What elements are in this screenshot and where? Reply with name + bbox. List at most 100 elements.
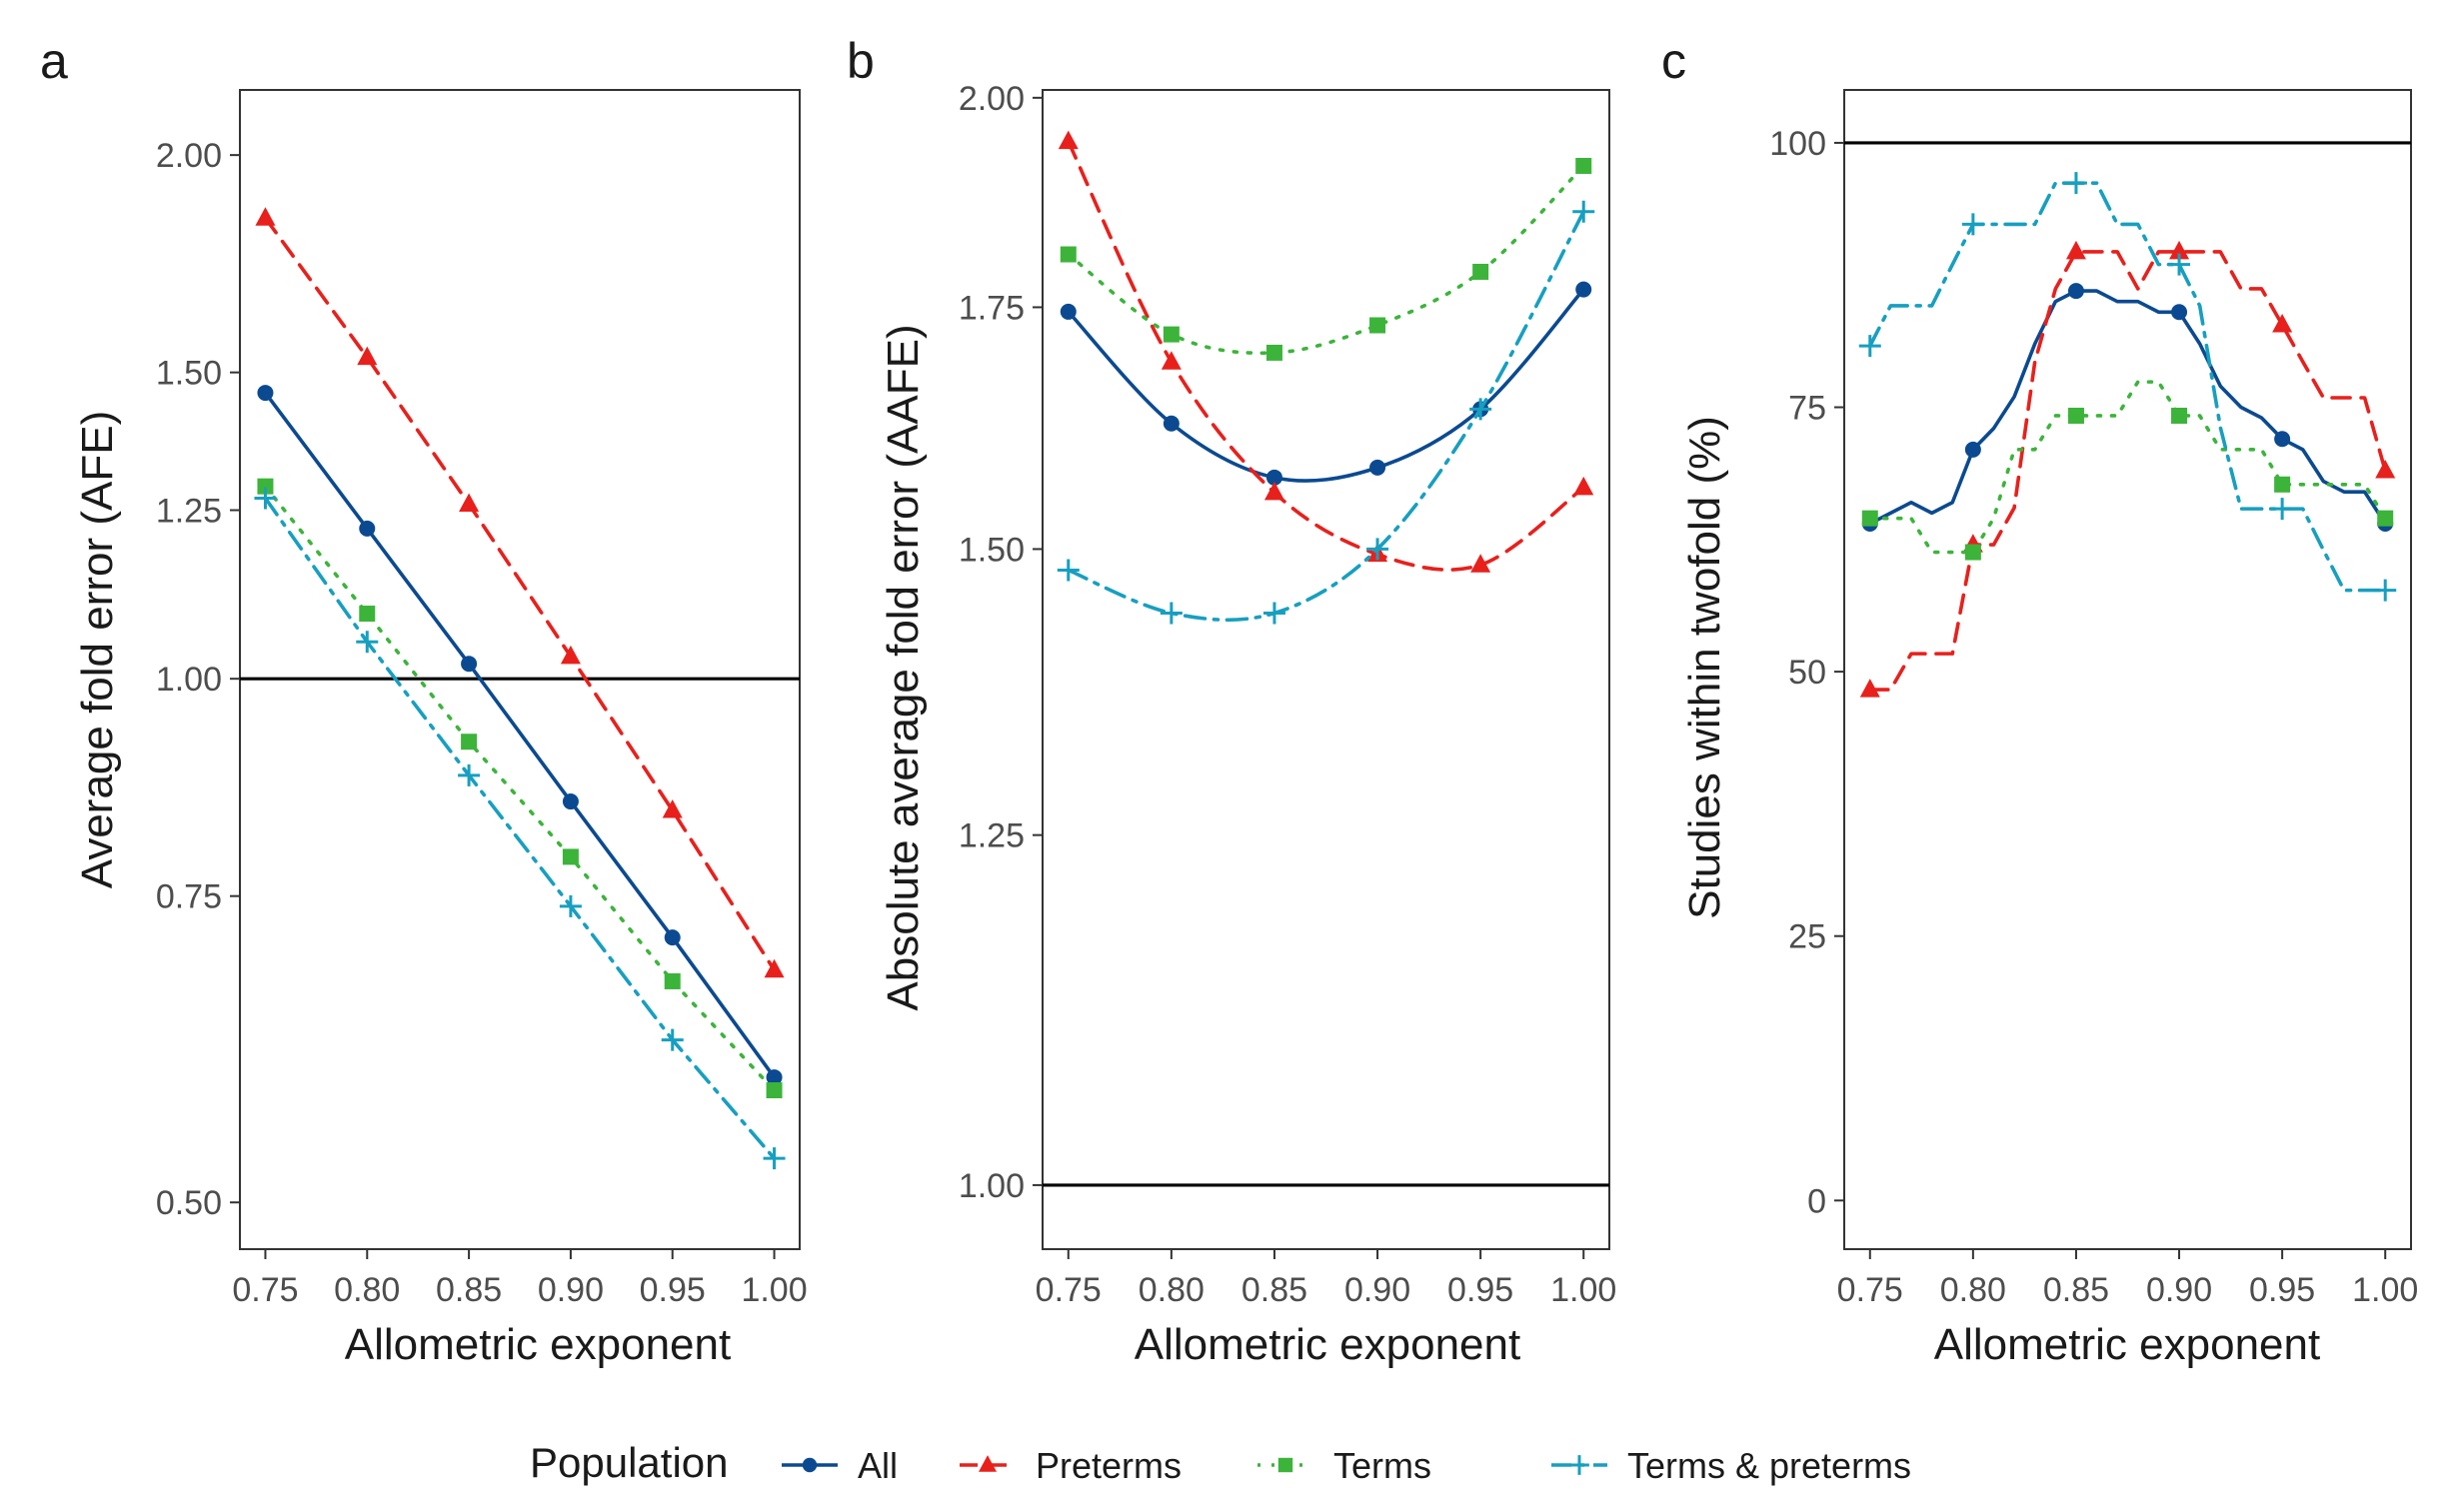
x-axis-title-c: Allometric exponent bbox=[1934, 1320, 2320, 1369]
point-terms-c bbox=[1964, 544, 1981, 561]
y-tick-label-a: 1.00 bbox=[156, 661, 222, 699]
series-line-terms-b bbox=[1066, 164, 1586, 356]
y-tick-label-c: 50 bbox=[1788, 654, 1826, 692]
point-terms-b bbox=[1060, 246, 1077, 263]
y-tick-label-c: 0 bbox=[1807, 1182, 1826, 1220]
point-terms-a bbox=[359, 606, 376, 623]
x-axis-title-a: Allometric exponent bbox=[345, 1320, 731, 1369]
legend-label-terms-and-preterms: Terms & preterms bbox=[1627, 1445, 1911, 1486]
panel-tag-b: b bbox=[847, 33, 875, 89]
x-tick-label-b: 0.90 bbox=[1344, 1271, 1410, 1309]
x-tick-label-c: 0.95 bbox=[2249, 1271, 2315, 1309]
x-tick-label-b: 0.75 bbox=[1036, 1271, 1102, 1309]
x-axis-title-b: Allometric exponent bbox=[1135, 1320, 1520, 1369]
point-all-b bbox=[1575, 281, 1592, 298]
point-terms-and-preterms-b bbox=[1572, 200, 1595, 223]
x-tick-label-c: 0.75 bbox=[1837, 1271, 1903, 1309]
point-terms-c bbox=[2274, 476, 2291, 493]
y-tick-label-c: 75 bbox=[1788, 390, 1826, 428]
point-preterms-a bbox=[662, 799, 683, 818]
legend-key-marker-preterms bbox=[979, 1455, 997, 1472]
x-tick-label-a: 0.90 bbox=[538, 1271, 604, 1309]
plot-area-b: 1.00 1.25 1.50 1.75 2.00 0.75 0.80 0.85 0.90 0.95… bbox=[959, 80, 1617, 1309]
panel-frame-c bbox=[1843, 89, 2412, 1250]
legend-items: All Preterms Terms Terms & preterms bbox=[782, 1445, 1911, 1486]
point-preterms-c bbox=[2065, 240, 2086, 260]
point-all-c bbox=[1964, 441, 1981, 458]
series-line-all-a bbox=[263, 391, 777, 1079]
y-tick-label-b: 1.00 bbox=[959, 1167, 1025, 1205]
panel-frame-a bbox=[239, 89, 801, 1250]
point-all-a bbox=[766, 1069, 783, 1086]
point-terms-and-preterms-b bbox=[1469, 398, 1492, 421]
point-terms-and-preterms-a bbox=[661, 1028, 684, 1051]
point-terms-a bbox=[562, 848, 579, 865]
point-all-b bbox=[1369, 459, 1386, 476]
point-terms-and-preterms-a bbox=[559, 894, 582, 917]
series-line-preterms-c bbox=[1867, 250, 2388, 692]
point-terms-and-preterms-a bbox=[254, 487, 277, 510]
legend-title: Population bbox=[530, 1439, 729, 1486]
y-axis-title-b: Absolute average fold error (AAFE) bbox=[879, 324, 928, 1010]
point-terms-b bbox=[1369, 317, 1386, 334]
point-terms-a bbox=[461, 734, 478, 751]
point-terms-c bbox=[2171, 407, 2188, 424]
point-all-c bbox=[2274, 431, 2291, 448]
point-preterms-b bbox=[1263, 481, 1284, 501]
point-terms-a bbox=[766, 1082, 783, 1099]
series-line-terms-c bbox=[1867, 380, 2388, 555]
point-terms-and-preterms-c bbox=[1858, 335, 1881, 358]
series-line-all-b bbox=[1066, 287, 1586, 483]
y-tick-label-c: 25 bbox=[1788, 918, 1826, 956]
point-terms-and-preterms-c bbox=[2271, 498, 2294, 521]
panel-tag-c: c bbox=[1661, 33, 1686, 89]
point-terms-and-preterms-b bbox=[1160, 602, 1183, 625]
point-terms-a bbox=[257, 478, 274, 495]
point-all-a bbox=[461, 656, 478, 673]
x-tick-label-a: 0.80 bbox=[334, 1271, 400, 1309]
point-terms-b bbox=[1472, 263, 1489, 280]
y-tick-label-a: 0.50 bbox=[156, 1184, 222, 1222]
y-tick-label-b: 2.00 bbox=[959, 80, 1025, 118]
y-tick-label-b: 1.75 bbox=[959, 289, 1025, 327]
point-terms-and-preterms-c bbox=[2168, 253, 2191, 276]
panel-tag-a: a bbox=[40, 33, 68, 89]
point-all-a bbox=[562, 793, 579, 810]
point-terms-b bbox=[1575, 158, 1592, 175]
series-line-terms-and-preterms-c bbox=[1867, 181, 2388, 593]
point-preterms-c bbox=[2169, 240, 2190, 260]
point-preterms-c bbox=[1859, 679, 1880, 698]
point-all-c bbox=[2067, 283, 2084, 300]
plot-area-c: 0 25 50 75 100 0.75 0.80 0.85 0.90 0.95 1.00 bbox=[1769, 89, 2418, 1309]
point-preterms-c bbox=[2272, 313, 2293, 333]
y-tick-label-a: 1.25 bbox=[156, 492, 222, 530]
x-tick-label-b: 0.95 bbox=[1447, 1271, 1513, 1309]
point-terms-and-preterms-a bbox=[356, 631, 379, 654]
point-all-b bbox=[1163, 415, 1180, 432]
series-line-terms-and-preterms-a bbox=[263, 496, 777, 1160]
point-terms-and-preterms-a bbox=[458, 763, 481, 786]
point-terms-and-preterms-c bbox=[1961, 213, 1984, 236]
point-terms-c bbox=[1861, 510, 1878, 527]
x-tick-label-c: 0.90 bbox=[2146, 1271, 2212, 1309]
point-all-a bbox=[359, 520, 376, 537]
y-axis-title-c: Studies within twofold (%) bbox=[1680, 416, 1729, 919]
x-tick-label-c: 0.85 bbox=[2043, 1271, 2109, 1309]
x-tick-label-c: 1.00 bbox=[2352, 1271, 2418, 1309]
point-all-c bbox=[2171, 304, 2188, 321]
point-all-b bbox=[1265, 469, 1282, 486]
y-tick-label-c: 100 bbox=[1769, 125, 1826, 163]
point-preterms-a bbox=[764, 958, 785, 978]
legend-key-marker-all bbox=[802, 1457, 818, 1473]
legend-label-all: All bbox=[858, 1445, 898, 1486]
point-preterms-b bbox=[1058, 130, 1079, 150]
y-axis-title-a: Average fold error (AFE) bbox=[73, 411, 122, 888]
panel-c: c Allometric exponent Studies within two… bbox=[1661, 33, 2418, 1369]
point-terms-c bbox=[2067, 407, 2084, 424]
point-terms-and-preterms-b bbox=[1262, 602, 1285, 625]
point-terms-and-preterms-a bbox=[763, 1147, 786, 1170]
point-terms-b bbox=[1265, 344, 1282, 361]
series-line-preterms-a bbox=[263, 216, 777, 972]
